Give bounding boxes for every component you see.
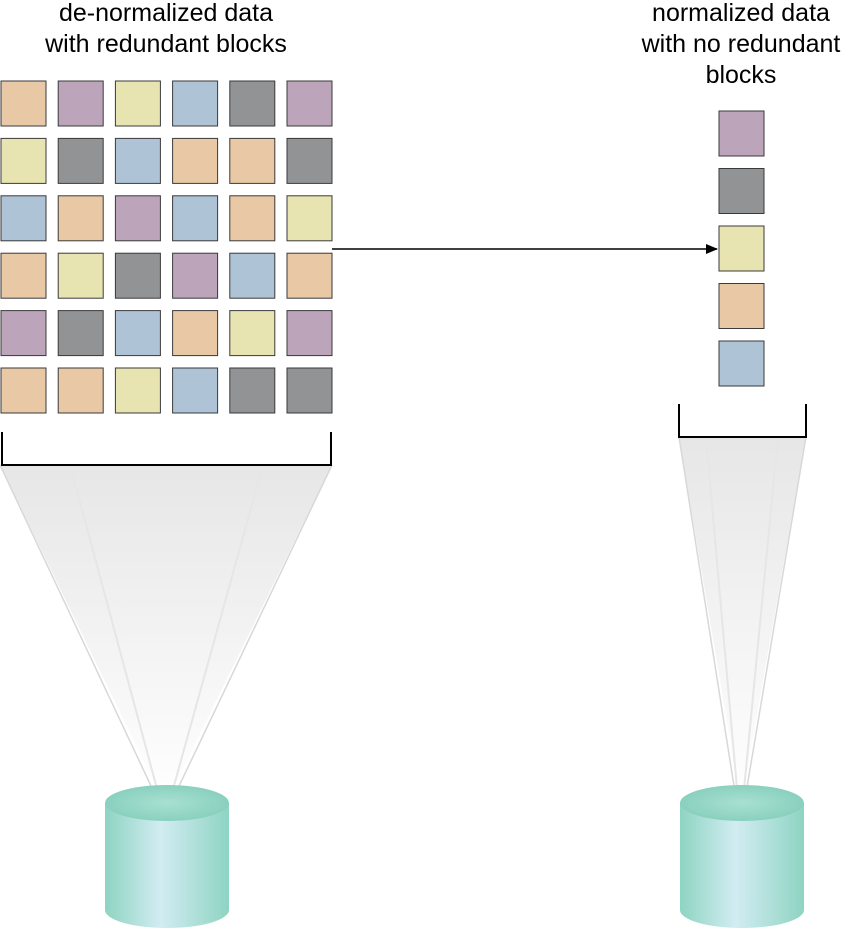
left-cone <box>0 464 333 806</box>
left-database-cylinder <box>105 785 229 928</box>
left-title: de-normalized data with redundant blocks <box>45 0 287 58</box>
block-tan <box>57 195 104 242</box>
block-gray <box>286 137 333 184</box>
block-tan <box>229 137 276 184</box>
block-yellow <box>57 252 104 299</box>
block-blue <box>172 195 219 242</box>
left-bracket <box>1 432 332 466</box>
block-blue <box>172 367 219 414</box>
block-purple <box>172 252 219 299</box>
right-title: normalized data with no redundant blocks <box>641 0 841 89</box>
block-tan <box>0 252 47 299</box>
block-blue <box>0 195 47 242</box>
block-yellow <box>0 137 47 184</box>
block-yellow <box>114 80 161 127</box>
block-tan <box>172 310 219 357</box>
left-block-grid <box>0 80 333 414</box>
block-purple <box>0 310 47 357</box>
block-purple <box>286 310 333 357</box>
right-block-column <box>718 110 765 387</box>
block-gray <box>718 168 765 214</box>
block-blue <box>718 340 765 387</box>
block-yellow <box>114 367 161 414</box>
right-database-cylinder <box>680 785 804 928</box>
block-tan <box>286 252 333 299</box>
block-yellow <box>718 225 765 272</box>
block-blue <box>229 252 276 299</box>
block-tan <box>0 80 47 127</box>
block-tan <box>0 367 47 414</box>
block-tan <box>229 195 276 242</box>
block-tan <box>57 367 104 414</box>
block-blue <box>114 310 161 357</box>
block-gray <box>286 367 333 414</box>
block-gray <box>229 367 276 414</box>
block-tan <box>718 283 765 329</box>
block-gray <box>114 252 161 299</box>
right-bracket <box>678 404 807 438</box>
block-blue <box>114 137 161 184</box>
block-blue <box>172 80 219 127</box>
block-purple <box>286 80 333 127</box>
block-gray <box>229 80 276 127</box>
block-purple <box>718 110 765 157</box>
block-gray <box>57 137 104 184</box>
block-purple <box>57 80 104 127</box>
block-yellow <box>286 195 333 242</box>
right-cone <box>678 436 807 806</box>
block-yellow <box>229 310 276 357</box>
block-purple <box>114 195 161 242</box>
block-gray <box>57 310 104 357</box>
block-tan <box>172 137 219 184</box>
